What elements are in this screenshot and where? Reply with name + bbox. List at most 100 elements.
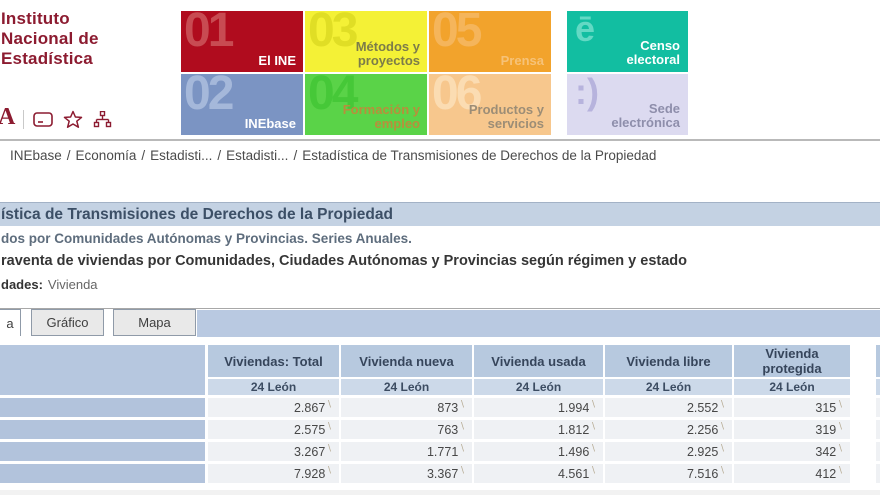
header-sliver <box>876 345 880 377</box>
row-stub <box>0 398 205 417</box>
cell-value: 2.256 <box>686 422 719 437</box>
subheader-row: 24 León 24 León 24 León 24 León 24 León <box>208 379 880 395</box>
row-stub <box>0 420 205 439</box>
nav-tiles: 01 El INE 03 Métodos y proyectos 05 Prensa 02 I… <box>181 11 551 135</box>
cell-value: 2.575 <box>293 422 326 437</box>
tabs-top-rule <box>0 308 880 309</box>
tile-number: 03 <box>308 11 358 57</box>
footnote-mark: ∖ <box>837 443 843 453</box>
data-cell: 1.496 ∖ <box>474 442 603 461</box>
page-subtitle: dos por Comunidades Autónomas y Provinci… <box>1 231 412 246</box>
table-body: 2.867 ∖ 873 ∖ 1.994 ∖ 2.552 ∖ 315 ∖ 2.575 ∖ 763 ∖ 1.81… <box>0 398 880 483</box>
mail-icon[interactable] <box>33 111 54 127</box>
footnote-mark: ∖ <box>326 443 332 453</box>
data-table: Viviendas: Total Vivienda nueva Vivienda u… <box>0 345 880 483</box>
data-cell: 873 ∖ <box>341 398 472 417</box>
data-cell: 342 ∖ <box>734 442 850 461</box>
footnote-mark: ∖ <box>459 399 465 409</box>
units-label: dades: <box>1 277 43 292</box>
nav-tile-03[interactable]: 03 Métodos y proyectos <box>305 11 427 72</box>
nav-tile-02[interactable]: 02 INEbase <box>181 74 303 135</box>
logo-line-2: Nacional de <box>1 29 99 48</box>
breadcrumb-separator: / <box>293 148 298 163</box>
tile-number: 05 <box>432 11 482 57</box>
nav-tile-04[interactable]: 04 Formación y empleo <box>305 74 427 135</box>
breadcrumb-item-3[interactable]: Estadisti... <box>226 148 289 163</box>
stub-header-cell <box>0 345 205 395</box>
tile-label: Formación y empleo <box>342 102 420 131</box>
logo-line-3: Estadística <box>1 49 93 68</box>
footnote-mark: ∖ <box>719 399 725 409</box>
row-sliver <box>876 464 880 483</box>
breadcrumb-item-0[interactable]: INEbase <box>10 148 62 163</box>
column-header-4: Vivienda protegida <box>734 345 850 377</box>
column-header-3: Vivienda libre <box>605 345 732 377</box>
header-columns: Viviendas: Total Vivienda nueva Vivienda u… <box>208 345 880 395</box>
nav-tile-05[interactable]: 05 Prensa <box>429 11 551 72</box>
logo-line-1: Instituto <box>1 9 70 28</box>
favorites-star-icon[interactable] <box>63 110 83 129</box>
cell-value: 7.516 <box>686 466 719 481</box>
tab-grafico[interactable]: Gráfico <box>31 309 104 336</box>
tab-tabla[interactable]: a <box>0 309 21 336</box>
footnote-mark: ∖ <box>590 399 596 409</box>
breadcrumb: INEbase / Economía / Estadisti... / Estadisti.… <box>10 148 656 163</box>
cell-value: 1.496 <box>557 444 590 459</box>
footnote-mark: ∖ <box>326 399 332 409</box>
data-cell: 2.256 ∖ <box>605 420 732 439</box>
data-cell: 3.267 ∖ <box>208 442 339 461</box>
footnote-mark: ∖ <box>590 443 596 453</box>
subheader-cell-0: 24 León <box>208 379 339 395</box>
side-tile-glyph-icon: ē <box>575 11 596 49</box>
table-row-3: 7.928 ∖ 3.367 ∖ 4.561 ∖ 7.516 ∖ 412 ∖ <box>0 464 880 483</box>
cell-value: 763 <box>437 422 459 437</box>
cell-value: 3.267 <box>293 444 326 459</box>
breadcrumb-item-2[interactable]: Estadisti... <box>150 148 213 163</box>
cell-value: 319 <box>815 422 837 437</box>
section-title-bar: ística de Transmisiones de Derechos de l… <box>0 202 880 226</box>
footnote-mark: ∖ <box>326 421 332 431</box>
column-header-2: Vivienda usada <box>474 345 603 377</box>
cell-value: 2.867 <box>293 400 326 415</box>
footnote-mark: ∖ <box>459 421 465 431</box>
text-size-icon[interactable]: A <box>0 103 16 130</box>
nav-tile-01[interactable]: 01 El INE <box>181 11 303 72</box>
table-heading: raventa de viviendas por Comunidades, Ci… <box>1 253 687 269</box>
nav-tile-06[interactable]: 06 Productos y servicios <box>429 74 551 135</box>
footnote-mark: ∖ <box>837 399 843 409</box>
tab-mapa[interactable]: Mapa <box>113 309 196 336</box>
footnote-mark: ∖ <box>590 421 596 431</box>
row-sliver <box>876 420 880 439</box>
tile-number: 04 <box>308 74 358 120</box>
data-cell: 2.575 ∖ <box>208 420 339 439</box>
units-line: dades: Vivienda <box>1 277 98 292</box>
column-header-1: Vivienda nueva <box>341 345 472 377</box>
cell-value: 315 <box>815 400 837 415</box>
tile-label: El INE <box>258 53 296 68</box>
breadcrumb-separator: / <box>217 148 222 163</box>
side-tiles: ē Censo electoral:) Sede electrónica <box>567 11 688 135</box>
footnote-mark: ∖ <box>459 443 465 453</box>
side-tile-label: Sede electrónica <box>611 101 680 130</box>
sitemap-icon[interactable] <box>93 110 112 128</box>
data-cell: 7.516 ∖ <box>605 464 732 483</box>
breadcrumb-item-4: Estadística de Transmisiones de Derechos… <box>302 148 657 163</box>
data-cell: 3.367 ∖ <box>341 464 472 483</box>
data-cell: 2.925 ∖ <box>605 442 732 461</box>
table-row-0: 2.867 ∖ 873 ∖ 1.994 ∖ 2.552 ∖ 315 ∖ <box>0 398 880 417</box>
data-cell: 1.812 ∖ <box>474 420 603 439</box>
side-tile-0[interactable]: ē Censo electoral <box>567 11 688 72</box>
breadcrumb-item-1[interactable]: Economía <box>75 148 137 163</box>
ine-logo[interactable]: Instituto Nacional de Estadística <box>1 9 99 69</box>
data-cell: 412 ∖ <box>734 464 850 483</box>
side-tile-1[interactable]: :) Sede electrónica <box>567 74 688 135</box>
toolbar-divider <box>23 109 25 129</box>
bottom-strip <box>0 490 880 495</box>
row-sliver <box>876 398 880 417</box>
tile-label: Prensa <box>500 53 544 68</box>
column-header-0: Viviendas: Total <box>208 345 339 377</box>
footnote-mark: ∖ <box>719 421 725 431</box>
cell-value: 873 <box>437 400 459 415</box>
data-cell: 319 ∖ <box>734 420 850 439</box>
cell-value: 4.561 <box>557 466 590 481</box>
